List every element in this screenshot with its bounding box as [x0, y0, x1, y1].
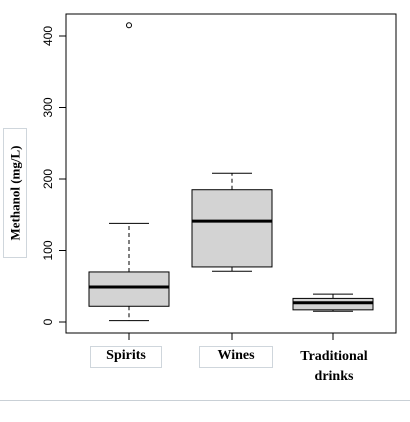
y-tick-label: 400: [41, 26, 55, 46]
box-wines: [191, 189, 273, 268]
y-axis-label: Methanol (mg/L): [7, 145, 22, 241]
plot-frame: [65, 13, 397, 334]
box-spirits: [88, 271, 170, 307]
y-tick-label: 0: [41, 318, 55, 325]
category-label-spirits: Spirits: [90, 346, 162, 368]
outlier-spirits: [126, 22, 132, 29]
category-label-traditional-drinks: Traditional drinks: [300, 349, 368, 384]
y-tick-label: 300: [41, 97, 55, 117]
boxplot-chart: 0 100 200 300 400: [41, 13, 397, 340]
category-label-wines: Wines: [199, 346, 273, 368]
chart-figure: 0 100 200 300 400 Methanol (mg/L) Spirits Wi…: [0, 13, 410, 401]
y-axis-label-box: Methanol (mg/L): [3, 128, 27, 258]
y-tick-label: 200: [41, 169, 55, 189]
y-tick-label: 100: [41, 240, 55, 260]
